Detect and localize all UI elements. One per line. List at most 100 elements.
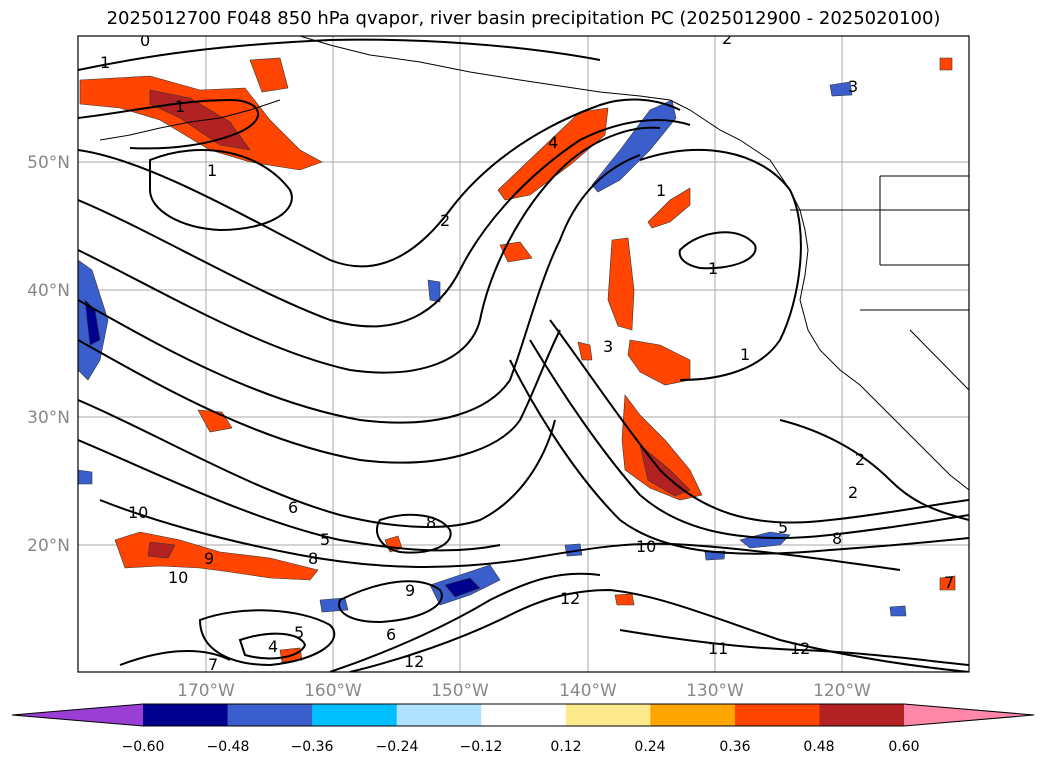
graticule — [78, 36, 969, 672]
contour-label: 1 — [175, 97, 185, 116]
colorbar-tick-label: −0.12 — [460, 739, 503, 755]
colorbar-tick-label: 0.60 — [888, 739, 919, 755]
contour-line-east-2 — [779, 419, 969, 521]
contour-line-10 — [99, 499, 901, 571]
colorbar-tick-label: −0.36 — [291, 739, 334, 755]
contour-label: 1 — [207, 161, 217, 180]
shade-blue-mid — [427, 279, 441, 303]
contour-label: 10 — [636, 537, 656, 556]
contour-line-1b — [78, 98, 260, 150]
shade-orange-far-east — [939, 575, 956, 591]
contour-label: 5 — [778, 518, 788, 537]
lon-label-160w: 160°W — [304, 681, 362, 701]
lon-label-150w: 150°W — [431, 681, 489, 701]
contour-line-4 — [78, 126, 661, 374]
contour-label: 6 — [288, 498, 298, 517]
shade-orange-small-2 — [577, 341, 593, 361]
contour-label: 9 — [405, 581, 415, 600]
shade-subtropical-plume — [621, 394, 703, 501]
colorbar-segment — [143, 704, 229, 726]
colorbar-segment — [227, 704, 313, 726]
colorbar-extend-max — [904, 704, 1034, 726]
contour-label: 2 — [848, 483, 858, 502]
contour-label: 10 — [128, 503, 148, 522]
lat-label-40n: 40°N — [27, 281, 70, 301]
colorbar-segment — [565, 704, 651, 726]
contour-line-1d — [639, 149, 802, 381]
contour-line-11 — [619, 629, 969, 666]
shade-blue-small-4 — [889, 605, 907, 617]
colorbar-tick-label: 0.12 — [550, 739, 581, 755]
shade-blue-north-east — [829, 81, 853, 97]
contour-label: 5 — [320, 530, 330, 549]
colorbar-tick-label: −0.60 — [122, 739, 165, 755]
colorbar-tick-labels: −0.60 −0.48 −0.36 −0.24 −0.12 0.12 0.24 … — [122, 739, 920, 755]
latitude-labels: 50°N 40°N 30°N 20°N — [27, 153, 70, 556]
contour-label: 1 — [708, 259, 718, 278]
contour-label: 1 — [740, 345, 750, 364]
colorbar-tick-label: 0.24 — [634, 739, 665, 755]
contour-label: 8 — [308, 549, 318, 568]
colorbar-segment — [396, 704, 482, 726]
contour-label: 6 — [386, 625, 396, 644]
lat-label-20n: 20°N — [27, 536, 70, 556]
shade-subtropical-core — [639, 444, 691, 497]
contour-line-3 — [78, 119, 691, 328]
map-title: 2025012700 F048 850 hPa qvapor, river ba… — [106, 8, 941, 29]
lon-label-170w: 170°W — [177, 681, 235, 701]
contour-line-9 — [338, 580, 443, 624]
shade-orange-small-1 — [499, 241, 533, 263]
lon-label-120w: 120°W — [813, 681, 871, 701]
contour-line-1c — [149, 149, 293, 232]
aleutian-islands — [99, 99, 281, 141]
contour-label: 1 — [656, 181, 666, 200]
contour-line-1e — [678, 231, 757, 270]
lat-label-50n: 50°N — [27, 153, 70, 173]
colorbar-segment — [312, 704, 398, 726]
qvapor-contours — [78, 38, 969, 672]
contour-label: 0 — [140, 31, 150, 50]
contour-line-12 — [329, 572, 601, 672]
contour-label: 2 — [440, 211, 450, 230]
contour-line-6 — [78, 329, 561, 464]
contour-label: 12 — [560, 589, 580, 608]
contour-line-south-2 — [529, 339, 969, 540]
contour-label: 7 — [208, 655, 218, 674]
contour-label: 2 — [722, 29, 732, 48]
contour-line-south-5 — [78, 439, 501, 552]
state-borders — [860, 175, 969, 391]
shade-orange-small-3 — [614, 593, 635, 606]
shade-orange-north-east — [939, 57, 953, 71]
contour-label: 5 — [294, 623, 304, 642]
shade-ne-pacific-band — [497, 107, 609, 201]
contour-line-4b — [238, 632, 307, 660]
contour-label: 12 — [404, 652, 424, 671]
coastline-west-coast — [799, 249, 969, 491]
contour-label: 1 — [100, 53, 110, 72]
longitude-labels: 170°W 160°W 150°W 140°W 130°W 120°W — [177, 681, 871, 701]
contour-line-south-3 — [509, 359, 969, 555]
map-frame — [77, 35, 970, 673]
colorbar — [11, 703, 1035, 727]
colorbar-segment — [650, 704, 736, 726]
colorbar-segment — [734, 704, 820, 726]
contour-label: 8 — [832, 529, 842, 548]
lon-label-130w: 130°W — [686, 681, 744, 701]
colorbar-tick-label: 0.48 — [803, 739, 834, 755]
contour-label: 4 — [548, 133, 558, 152]
contour-line-south-1 — [549, 319, 969, 524]
shade-offshore-orange-1 — [647, 187, 691, 229]
lat-label-30n: 30°N — [27, 408, 70, 428]
precip-shading — [78, 57, 956, 663]
shade-blue-small-5 — [78, 469, 93, 485]
contour-label: 11 — [708, 639, 728, 658]
contour-line-5 — [78, 154, 641, 424]
contour-line-1 — [78, 38, 601, 71]
contour-label: 9 — [204, 549, 214, 568]
contour-label: 10 — [168, 568, 188, 587]
shade-offshore-orange-2 — [607, 237, 635, 331]
contour-line-12b — [349, 588, 969, 672]
contour-label: 2 — [855, 450, 865, 469]
shade-blue-east — [739, 531, 791, 549]
